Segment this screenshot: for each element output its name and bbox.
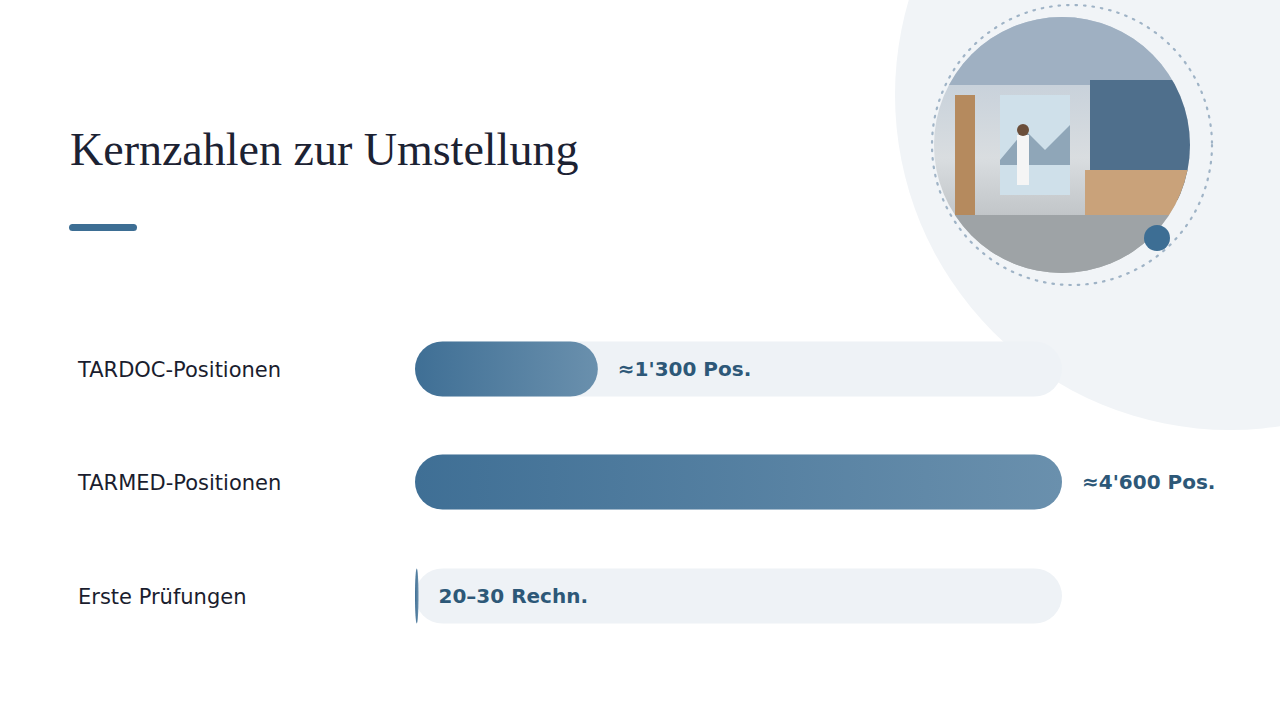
ceiling	[930, 15, 1200, 85]
labels: TARDOC-Positionen ≈1'300 Pos. TARMED-Posit…	[77, 357, 1215, 609]
track	[415, 569, 1062, 624]
floor	[930, 215, 1200, 275]
person	[1017, 135, 1029, 185]
accent-dot	[1144, 225, 1170, 251]
accent-line	[69, 224, 137, 231]
data-label: ≈4'600 Pos.	[1082, 470, 1215, 494]
window	[1000, 95, 1070, 195]
tracks	[415, 342, 1062, 624]
slide: Kernzahlen zur Umstellung TARDOC-Position…	[0, 0, 1280, 720]
reception	[1085, 170, 1195, 215]
title: Kernzahlen zur Umstellung	[70, 124, 578, 175]
category-label: TARMED-Positionen	[77, 471, 281, 495]
photo-bg	[930, 15, 1200, 275]
person-head	[1017, 124, 1029, 136]
data-label: 20–30 Rechn.	[439, 584, 589, 608]
category-label: Erste Prüfungen	[78, 585, 246, 609]
photo	[930, 15, 1200, 275]
track	[415, 342, 1062, 397]
mountains	[1000, 125, 1070, 165]
bar	[415, 455, 1062, 510]
data-label: ≈1'300 Pos.	[618, 357, 751, 381]
bars	[415, 342, 1062, 624]
bar	[415, 569, 419, 624]
category-label: TARDOC-Positionen	[77, 358, 281, 382]
bar	[415, 342, 598, 397]
track	[415, 455, 1062, 510]
wood-panel	[955, 95, 975, 215]
